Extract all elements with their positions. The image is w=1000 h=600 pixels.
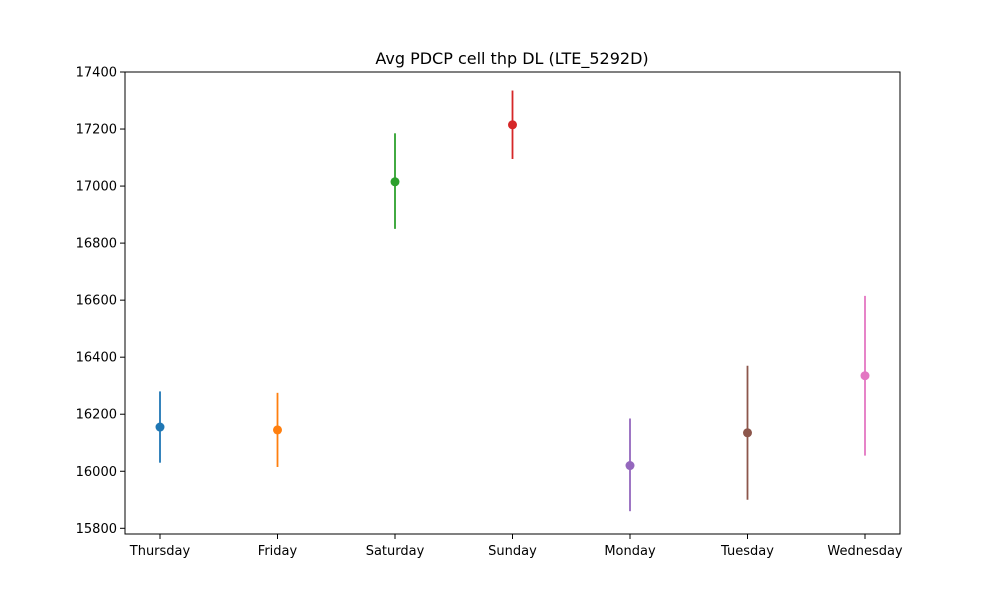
x-tick-label: Friday (258, 544, 298, 559)
data-point-tuesday (743, 428, 752, 438)
x-tick-label: Wednesday (827, 544, 903, 559)
data-point-monday (625, 461, 635, 471)
x-axis: Thursday Friday Saturday Sunday Monday Tuesda… (129, 534, 903, 559)
data-point-sunday (508, 120, 517, 130)
data-point-wednesday (860, 371, 870, 381)
x-tick-label: Saturday (366, 544, 425, 559)
data-point-thursday (155, 422, 165, 432)
chart-title: Avg PDCP cell thp DL (LTE_5292D) (375, 49, 648, 69)
y-tick-label: 15800 (76, 522, 117, 537)
data-marks (155, 90, 870, 512)
y-tick-label: 16200 (76, 408, 117, 423)
y-tick-label: 17400 (76, 66, 117, 81)
x-tick-label: Tuesday (720, 544, 774, 559)
data-point-friday (273, 425, 282, 435)
y-tick-label: 17200 (76, 123, 117, 138)
x-tick-label: Sunday (488, 544, 537, 559)
plot-frame (124, 71, 901, 535)
y-tick-label: 16600 (76, 294, 117, 309)
y-tick-label: 17000 (76, 180, 117, 195)
y-tick-label: 16800 (76, 237, 117, 252)
y-tick-label: 16400 (76, 351, 117, 366)
x-tick-label: Thursday (129, 544, 191, 559)
y-tick-label: 16000 (76, 465, 117, 480)
data-point-saturday (390, 177, 400, 187)
y-axis: 15800 16000 16200 16400 16600 16800 17000 17200… (76, 66, 125, 537)
x-tick-label: Monday (604, 544, 656, 559)
